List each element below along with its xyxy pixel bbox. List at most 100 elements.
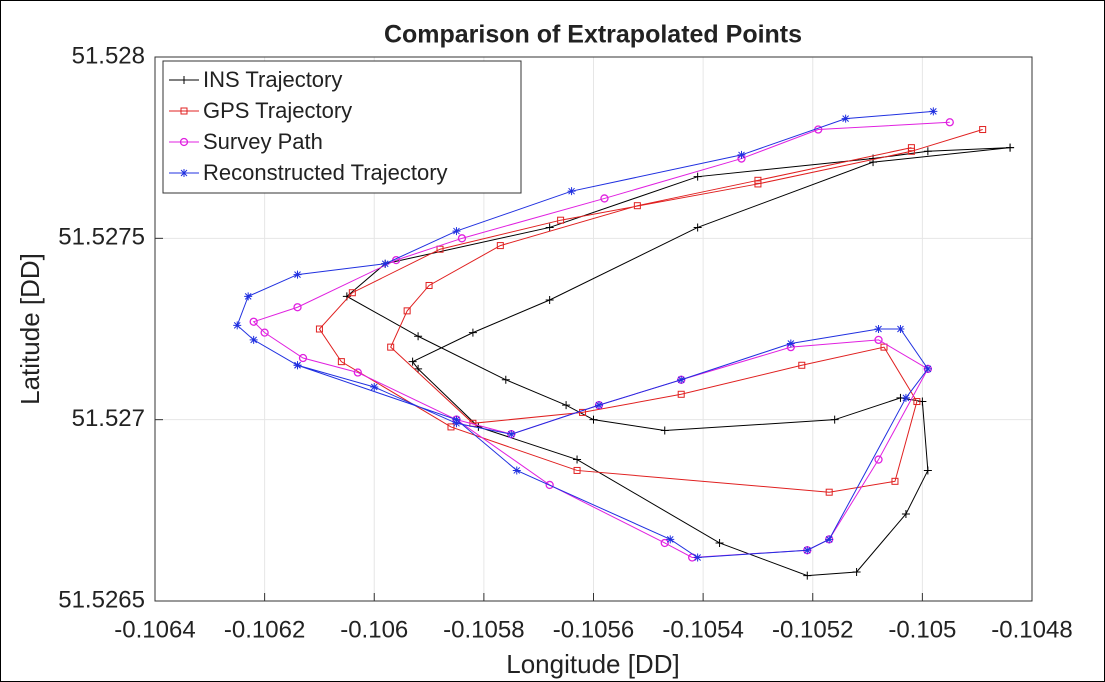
marker: [180, 76, 188, 84]
series-line: [318, 129, 983, 493]
x-axis-label: Longitude [DD]: [506, 649, 679, 679]
x-tick-label: -0.105: [888, 616, 956, 643]
marker: [589, 415, 598, 424]
marker: [913, 398, 921, 406]
marker: [874, 455, 883, 464]
marker: [841, 114, 850, 123]
marker: [896, 325, 905, 333]
marker: [880, 343, 888, 351]
marker: [660, 538, 669, 548]
marker: [249, 335, 258, 344]
marker: [677, 375, 686, 384]
marker: [403, 307, 411, 315]
marker: [600, 194, 609, 203]
marker: [737, 150, 746, 159]
marker: [573, 466, 581, 474]
marker: [852, 567, 861, 576]
marker: [803, 571, 812, 580]
marker: [244, 292, 253, 301]
marker: [786, 339, 795, 348]
y-tick-label: 51.5275: [58, 224, 145, 251]
y-tick-label: 51.528: [72, 42, 145, 69]
marker: [293, 303, 302, 312]
marker: [180, 169, 188, 177]
plot-border: [154, 56, 1033, 602]
x-tick-label: -0.106: [340, 616, 408, 643]
marker: [874, 325, 883, 333]
marker: [468, 328, 477, 337]
marker: [414, 332, 423, 341]
marker: [353, 368, 362, 377]
marker: [496, 242, 504, 250]
marker: [633, 202, 641, 210]
marker: [447, 423, 455, 431]
marker: [545, 480, 554, 490]
marker: [436, 245, 444, 253]
marker: [693, 172, 702, 181]
marker: [293, 361, 302, 370]
marker: [754, 180, 762, 188]
marker: [260, 328, 269, 337]
marker: [348, 289, 356, 297]
marker: [315, 325, 323, 333]
series-line: [236, 110, 934, 558]
marker: [452, 419, 461, 428]
marker: [507, 430, 516, 439]
marker: [414, 364, 423, 373]
marker: [923, 147, 932, 156]
marker: [901, 509, 910, 518]
marker: [249, 317, 258, 326]
marker: [923, 466, 932, 475]
marker: [452, 227, 461, 236]
marker: [715, 538, 724, 547]
legend-label: INS Trajectory: [203, 67, 342, 92]
marker: [874, 335, 883, 345]
x-tick-label: -0.1058: [443, 616, 524, 643]
marker: [754, 176, 762, 184]
marker: [180, 107, 188, 115]
marker: [557, 216, 565, 224]
marker: [512, 466, 521, 475]
marker: [677, 390, 685, 398]
marker: [1006, 143, 1015, 152]
marker: [929, 107, 938, 116]
legend-label: GPS Trajectory: [203, 98, 352, 123]
x-tick-label: -0.1054: [662, 616, 743, 643]
marker: [891, 477, 899, 485]
x-tick-label: -0.1064: [114, 616, 195, 643]
marker: [425, 281, 433, 289]
marker: [298, 353, 308, 363]
marker: [594, 401, 603, 410]
legend: INS Trajectory GPS Trajectory Survey Path R…: [162, 60, 522, 194]
marker: [387, 343, 395, 351]
marker: [233, 321, 242, 330]
marker: [457, 234, 467, 243]
marker: [979, 126, 987, 134]
marker: [907, 144, 915, 152]
y-tick-label: 51.527: [72, 405, 145, 432]
marker: [179, 137, 189, 147]
marker: [370, 383, 379, 392]
marker: [693, 223, 702, 232]
marker: [501, 375, 510, 384]
marker: [901, 393, 910, 402]
marker: [945, 118, 954, 127]
legend-label: Survey Path: [203, 129, 323, 154]
marker: [579, 408, 587, 416]
marker: [408, 357, 417, 366]
marker: [830, 415, 839, 424]
marker: [693, 553, 702, 562]
marker: [825, 488, 833, 496]
marker: [798, 361, 806, 369]
marker: [567, 187, 576, 196]
marker: [545, 223, 554, 232]
marker: [825, 535, 834, 544]
marker: [337, 358, 345, 366]
marker: [660, 426, 669, 435]
marker: [545, 295, 554, 304]
marker: [923, 364, 932, 373]
chart-title: Comparison of Extrapolated Points: [384, 21, 802, 49]
x-tick-label: -0.1048: [991, 616, 1072, 643]
